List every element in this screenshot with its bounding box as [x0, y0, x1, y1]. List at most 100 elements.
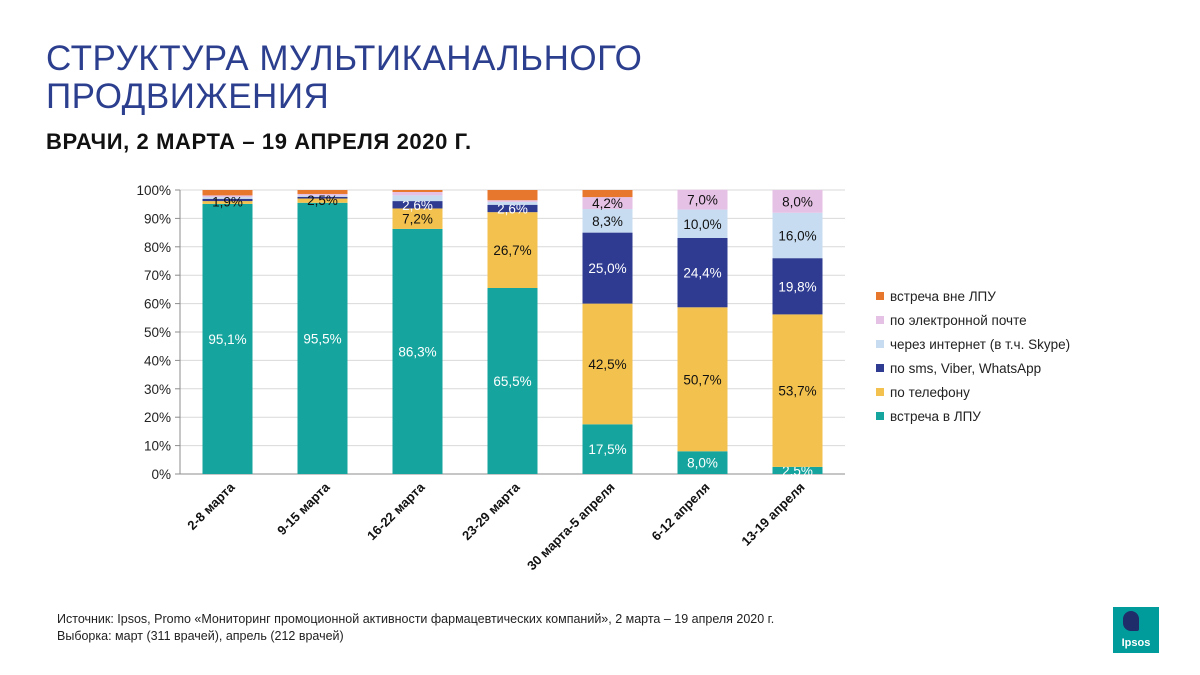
legend-swatch	[876, 316, 884, 324]
bar-segment-meeting_inside	[582, 424, 633, 474]
bar-segment-meeting_inside	[392, 228, 443, 474]
data-label: 95,1%	[208, 332, 246, 347]
data-label: 42,5%	[588, 357, 626, 372]
data-label: 1,9%	[212, 194, 243, 209]
page-title: СТРУКТУРА МУЛЬТИКАНАЛЬНОГО ПРОДВИЖЕНИЯ	[46, 40, 642, 116]
bar-segment-sms	[202, 198, 253, 202]
y-tick-label: 80%	[144, 240, 171, 255]
bar-segment-meeting_outside	[202, 190, 253, 196]
logo-text: Ipsos	[1121, 637, 1151, 649]
data-label: 8,3%	[592, 214, 623, 229]
y-tick-label: 90%	[144, 211, 171, 226]
y-tick-label: 10%	[144, 439, 171, 454]
bar-segment-phone	[677, 307, 728, 452]
bar-segment-internet	[677, 209, 728, 238]
bar-segment-meeting_outside	[487, 190, 538, 201]
page-title-line-1: СТРУКТУРА МУЛЬТИКАНАЛЬНОГО	[46, 39, 643, 78]
y-tick-label: 0%	[151, 467, 171, 482]
legend-label: по электронной почте	[890, 312, 1027, 328]
x-tick-label: 13-19 апреля	[738, 480, 807, 549]
bar-segment-sms	[582, 232, 633, 304]
data-label: 53,7%	[778, 384, 816, 399]
bar-segment-meeting_inside	[772, 466, 823, 474]
bar-segment-sms	[772, 258, 823, 315]
legend-item-phone: по телефону	[876, 380, 1070, 404]
bar-segment-internet	[772, 212, 823, 259]
y-tick-label: 30%	[144, 382, 171, 397]
legend-swatch	[876, 292, 884, 300]
legend-label: через интернет (в т.ч. Skype)	[890, 336, 1071, 352]
data-label: 8,0%	[782, 194, 813, 209]
bar-segment-email	[772, 190, 823, 213]
bar-segment-phone	[772, 314, 823, 467]
bar-segment-sms	[297, 196, 348, 199]
x-tick-label: 6-12 апреля	[648, 480, 712, 544]
y-tick-label: 70%	[144, 268, 171, 283]
data-label: 8,0%	[687, 456, 718, 471]
x-tick-label: 2-8 марта	[184, 479, 238, 533]
bar-segment-internet	[582, 209, 633, 233]
data-label: 95,5%	[303, 331, 341, 346]
data-label: 10,0%	[683, 217, 721, 232]
x-tick-label: 23-29 марта	[459, 479, 523, 543]
footer: Источник: Ipsos, Promo «Мониторинг промо…	[57, 611, 774, 645]
bar-segment-phone	[297, 198, 348, 203]
legend-item-sms: по sms, Viber, WhatsApp	[876, 356, 1070, 380]
footer-source: Источник: Ipsos, Promo «Мониторинг промо…	[57, 612, 775, 626]
bar-segment-email	[487, 200, 538, 202]
data-label: 7,0%	[687, 193, 718, 208]
legend-swatch	[876, 340, 884, 348]
legend-item-internet: через интернет (в т.ч. Skype)	[876, 332, 1070, 356]
data-label: 17,5%	[588, 442, 626, 457]
bar-segment-email	[297, 193, 348, 196]
legend-label: по телефону	[890, 384, 970, 400]
data-label: 16,0%	[778, 228, 816, 243]
page-title-line-2: ПРОДВИЖЕНИЯ	[46, 77, 330, 116]
data-label: 19,8%	[778, 279, 816, 294]
bar-segment-meeting_inside	[202, 203, 253, 474]
logo-mark-icon	[1123, 611, 1139, 631]
bar-segment-internet	[487, 201, 538, 205]
data-label: 26,7%	[493, 243, 531, 258]
bar-segment-meeting_outside	[392, 190, 443, 192]
bar-segment-sms	[487, 204, 538, 213]
bar-segment-meeting_inside	[297, 202, 348, 474]
bar-segment-meeting_outside	[582, 190, 633, 198]
legend-swatch	[876, 412, 884, 420]
bar-segment-phone	[392, 208, 443, 229]
bar-segment-phone	[582, 303, 633, 425]
data-label: 50,7%	[683, 372, 721, 387]
y-tick-label: 50%	[144, 325, 171, 340]
bar-segment-email	[582, 197, 633, 210]
stacked-bar-chart: 0% 10% 20% 30% 40% 50% 60% 70% 80% 90% 100% 95,1% 1,…	[136, 183, 845, 574]
ipsos-logo: Ipsos	[1113, 607, 1159, 653]
data-label: 25,0%	[588, 261, 626, 276]
y-tick-label: 100%	[136, 183, 171, 198]
bar-segment-meeting_outside	[297, 190, 348, 194]
footer-sample: Выборка: март (311 врачей), апрель (212 …	[57, 629, 344, 643]
legend-item-meeting_outside: встреча вне ЛПУ	[876, 284, 1070, 308]
page-subtitle: ВРАЧИ, 2 МАРТА – 19 АПРЕЛЯ 2020 Г.	[46, 129, 472, 154]
x-tick-label: 9-15 марта	[274, 479, 333, 538]
bar-segment-internet	[202, 197, 253, 199]
legend-label: по sms, Viber, WhatsApp	[890, 360, 1042, 376]
data-label: 4,2%	[592, 196, 623, 211]
legend-swatch	[876, 388, 884, 396]
x-tick-label: 30 марта-5 апреля	[524, 480, 618, 574]
data-label: 7,2%	[402, 212, 433, 227]
data-label: 24,4%	[683, 266, 721, 281]
bar-segment-email	[392, 191, 443, 196]
y-tick-label: 20%	[144, 410, 171, 425]
data-label: 2,6%	[402, 198, 433, 213]
data-label: 86,3%	[398, 344, 436, 359]
y-tick-label: 60%	[144, 297, 171, 312]
legend-swatch	[876, 364, 884, 372]
bar-segment-sms	[392, 201, 443, 209]
x-tick-label: 16-22 марта	[364, 479, 428, 543]
bar-segment-email	[202, 195, 253, 198]
bar-segment-internet	[392, 195, 443, 202]
bar-segment-sms	[677, 237, 728, 308]
bar-segment-email	[677, 189, 728, 210]
data-label: 2,5%	[782, 463, 813, 478]
data-label: 2,5%	[307, 193, 338, 208]
